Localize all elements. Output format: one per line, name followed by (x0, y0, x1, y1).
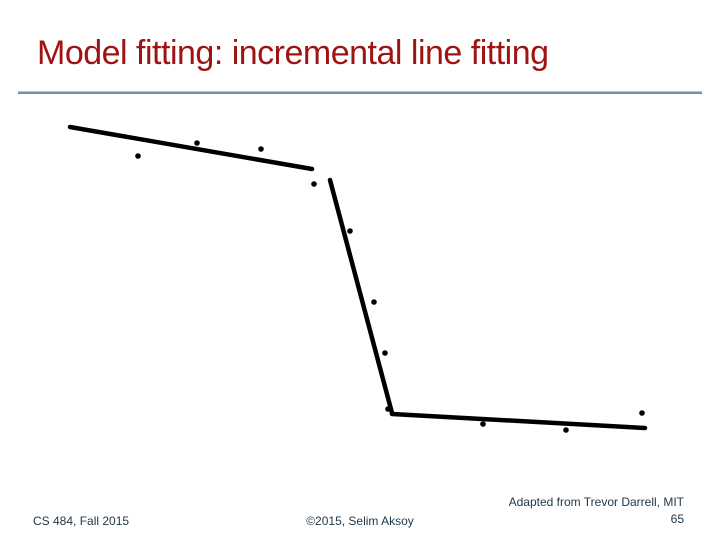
footer-course: CS 484, Fall 2015 (33, 514, 130, 528)
footer-attribution-line: Adapted from Trevor Darrell, MIT (508, 495, 684, 509)
footer-copyright: ©2015, Selim Aksoy (306, 514, 414, 528)
data-point (382, 350, 388, 356)
data-point (311, 181, 317, 187)
data-point (639, 410, 645, 416)
fitted-line-segment (67, 124, 315, 172)
fitted-line-segment (389, 411, 648, 431)
data-point (371, 299, 377, 305)
data-point (480, 421, 486, 427)
footer-page-number: 65 (670, 512, 684, 526)
data-point (194, 140, 200, 146)
title-separator (18, 91, 702, 94)
data-point (258, 146, 264, 152)
data-point (135, 153, 141, 159)
data-point (347, 228, 353, 234)
data-point (385, 406, 391, 412)
data-point (563, 427, 569, 433)
slide-title: Model fitting: incremental line fitting (37, 34, 549, 72)
fitted-line-segment (327, 177, 395, 416)
footer-attribution-block: Adapted from Trevor Darrell, MIT 65 (509, 494, 684, 528)
